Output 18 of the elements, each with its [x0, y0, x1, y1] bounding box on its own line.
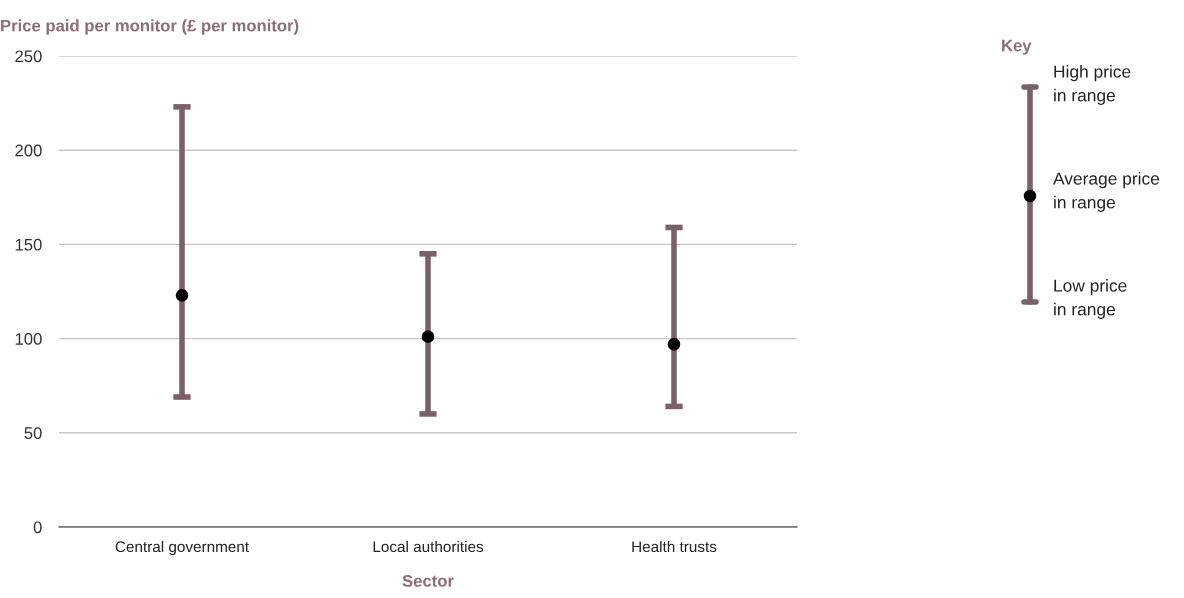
x-tick-label: Local authorities [373, 540, 484, 553]
y-axis-title: Price paid per monitor (£ per monitor) [1, 19, 299, 35]
x-axis-title: Sector [402, 575, 454, 587]
x-tick-label: Central government [115, 540, 249, 556]
point [175, 289, 189, 302]
y-tick-label: 50 [24, 427, 42, 439]
y-tick-label: 250 [15, 50, 42, 63]
text: Key [1002, 39, 1032, 55]
y-tick-label: 100 [15, 333, 42, 345]
point [421, 330, 435, 343]
y-tick-label: 200 [15, 144, 42, 157]
y-tick-label: 0 [33, 521, 42, 534]
x-tick-label: Health trusts [632, 540, 717, 553]
text: High price in range [1054, 65, 1131, 105]
text: Low price in range [1054, 279, 1127, 319]
text: Average price in range [1053, 172, 1160, 212]
y-tick-label: 150 [15, 238, 42, 251]
point [667, 338, 681, 351]
